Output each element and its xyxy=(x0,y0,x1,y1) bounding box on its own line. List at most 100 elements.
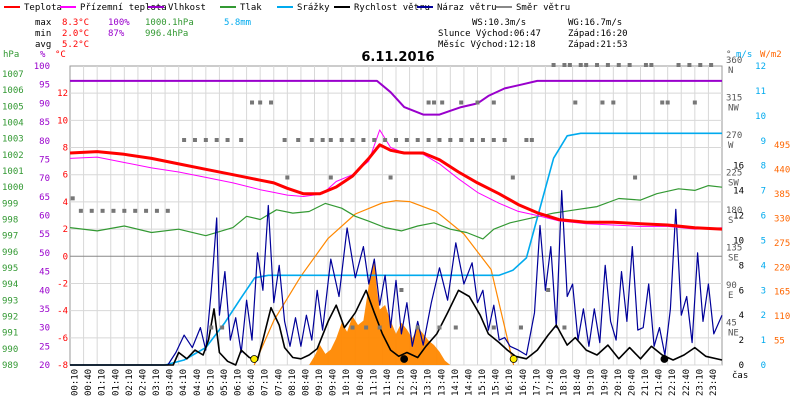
wind-dir-point xyxy=(100,208,105,213)
time-tick: 02:10 xyxy=(125,369,135,396)
wind-dir-point xyxy=(282,138,287,142)
info-sun-set: Západ:16:20 xyxy=(568,29,628,39)
wind-dir-point xyxy=(182,138,187,142)
pressure-tick: 993 xyxy=(2,296,18,306)
wind-dir-point xyxy=(111,208,116,213)
pressure-tick: 1001 xyxy=(2,167,24,177)
wind-dir-point xyxy=(567,63,572,67)
pressure-tick: 994 xyxy=(2,280,18,290)
time-tick: 09:40 xyxy=(329,369,339,396)
stats-max-hum: 100% xyxy=(108,18,130,28)
time-tick: 18:40 xyxy=(573,369,583,396)
wind-dir-point xyxy=(89,208,94,213)
wind-dir-point xyxy=(70,196,75,201)
wind-dir-point xyxy=(453,325,458,330)
pressure-tick: 1006 xyxy=(2,86,24,96)
sunrise-marker xyxy=(250,355,259,363)
temp-tick: 12 xyxy=(57,89,68,99)
pressure-tick: 989 xyxy=(2,361,18,371)
time-tick: 11:10 xyxy=(369,369,379,396)
time-axis-label: čas xyxy=(732,370,748,381)
pressure-tick: 998 xyxy=(2,216,18,226)
stats-avg-temp: 5.2°C xyxy=(62,40,89,50)
wind-dir-point xyxy=(491,325,496,330)
wind-dir-point xyxy=(388,175,393,180)
rain-tick: 5 xyxy=(761,236,766,246)
time-tick: 13:10 xyxy=(424,369,434,396)
pressure-tick: 1007 xyxy=(2,70,24,80)
wind-dir-point xyxy=(214,138,219,142)
rain-tick: 11 xyxy=(755,87,766,97)
legend-label: Směr větru xyxy=(516,3,570,13)
wind-dir-point xyxy=(339,138,344,142)
pressure-tick: 997 xyxy=(2,232,18,242)
dir-tick-deg: 180 xyxy=(726,206,742,216)
wind-dir-point xyxy=(426,100,431,105)
wind-dir-point xyxy=(399,288,404,292)
wind-dir-point xyxy=(296,138,301,142)
dir-tick-name: S xyxy=(728,216,733,226)
wind-dir-point xyxy=(562,63,567,67)
wind-dir-point xyxy=(448,138,453,142)
solar-tick: 275 xyxy=(774,239,790,249)
wind-dir-point xyxy=(415,138,420,142)
pressure-tick: 995 xyxy=(2,264,18,274)
humidity-tick: 30 xyxy=(39,324,50,334)
wind-tick: 8 xyxy=(739,261,744,271)
time-tick: 10:10 xyxy=(342,369,352,396)
time-tick: 05:40 xyxy=(220,369,230,396)
humidity-tick: 85 xyxy=(39,118,50,128)
rain-tick: 12 xyxy=(755,62,766,72)
wind-dir-point xyxy=(529,138,534,142)
wind-dir-point xyxy=(225,138,230,142)
humidity-tick: 100 xyxy=(34,62,50,72)
time-tick: 04:10 xyxy=(179,369,189,396)
dir-tick-deg: 315 xyxy=(726,94,742,104)
legend-label: Rychlost větru xyxy=(354,3,430,13)
wind-dir-point xyxy=(459,138,464,142)
wind-dir-point xyxy=(432,100,437,105)
pressure-tick: 999 xyxy=(2,199,18,209)
pressure-tick: 1004 xyxy=(2,119,24,129)
wind-tick: 14 xyxy=(733,187,744,197)
time-tick: 04:40 xyxy=(193,369,203,396)
wind-gust-line xyxy=(70,190,723,366)
dir-tick-deg: 45 xyxy=(726,319,737,329)
legend: Teplota Přízemní teplota Vlhkost Tlak Srážky… xyxy=(4,3,570,13)
stats-min-temp: 2.0°C xyxy=(62,29,89,39)
axis-unit-degc: °C xyxy=(55,50,66,60)
time-tick: 03:40 xyxy=(166,369,176,396)
wind-dir-point xyxy=(698,63,703,67)
wind-dir-point xyxy=(470,138,475,142)
pressure-tick: 1002 xyxy=(2,151,24,161)
wind-dir-point xyxy=(437,325,442,330)
rain-tick: 1 xyxy=(761,336,766,346)
pressure-line xyxy=(69,185,723,240)
time-tick: 02:40 xyxy=(138,369,148,396)
humidity-tick: 35 xyxy=(39,305,50,315)
wind-dir-point xyxy=(203,138,208,142)
time-tick: 07:10 xyxy=(261,369,271,396)
dir-tick-deg: 135 xyxy=(726,244,742,254)
wind-speed-line xyxy=(70,289,723,366)
wind-dir-point xyxy=(285,175,290,180)
humidity-tick: 75 xyxy=(39,155,50,165)
stats-block: max 8.3°C 100% 1000.1hPa 5.8mm min 2.0°C… xyxy=(35,18,251,50)
wind-dir-point xyxy=(459,100,464,105)
rain-tick: 0 xyxy=(761,361,766,371)
time-tick: 20:40 xyxy=(627,369,637,396)
pressure-tick: 990 xyxy=(2,345,18,355)
time-tick: 21:40 xyxy=(655,369,665,396)
axis-unit-pct: % xyxy=(40,50,46,60)
wind-dir-point xyxy=(546,288,551,292)
wind-tick: 0 xyxy=(739,361,744,371)
humidity-tick: 60 xyxy=(39,212,50,222)
wind-tick: 6 xyxy=(739,286,744,296)
wind-dir-point xyxy=(377,325,382,330)
temp-tick: -8 xyxy=(57,361,68,371)
wind-dir-point xyxy=(133,208,138,213)
solar-actual-area xyxy=(309,260,451,365)
humidity-tick: 20 xyxy=(39,361,50,371)
humidity-tick: 65 xyxy=(39,193,50,203)
wind-dir-point xyxy=(78,208,83,213)
